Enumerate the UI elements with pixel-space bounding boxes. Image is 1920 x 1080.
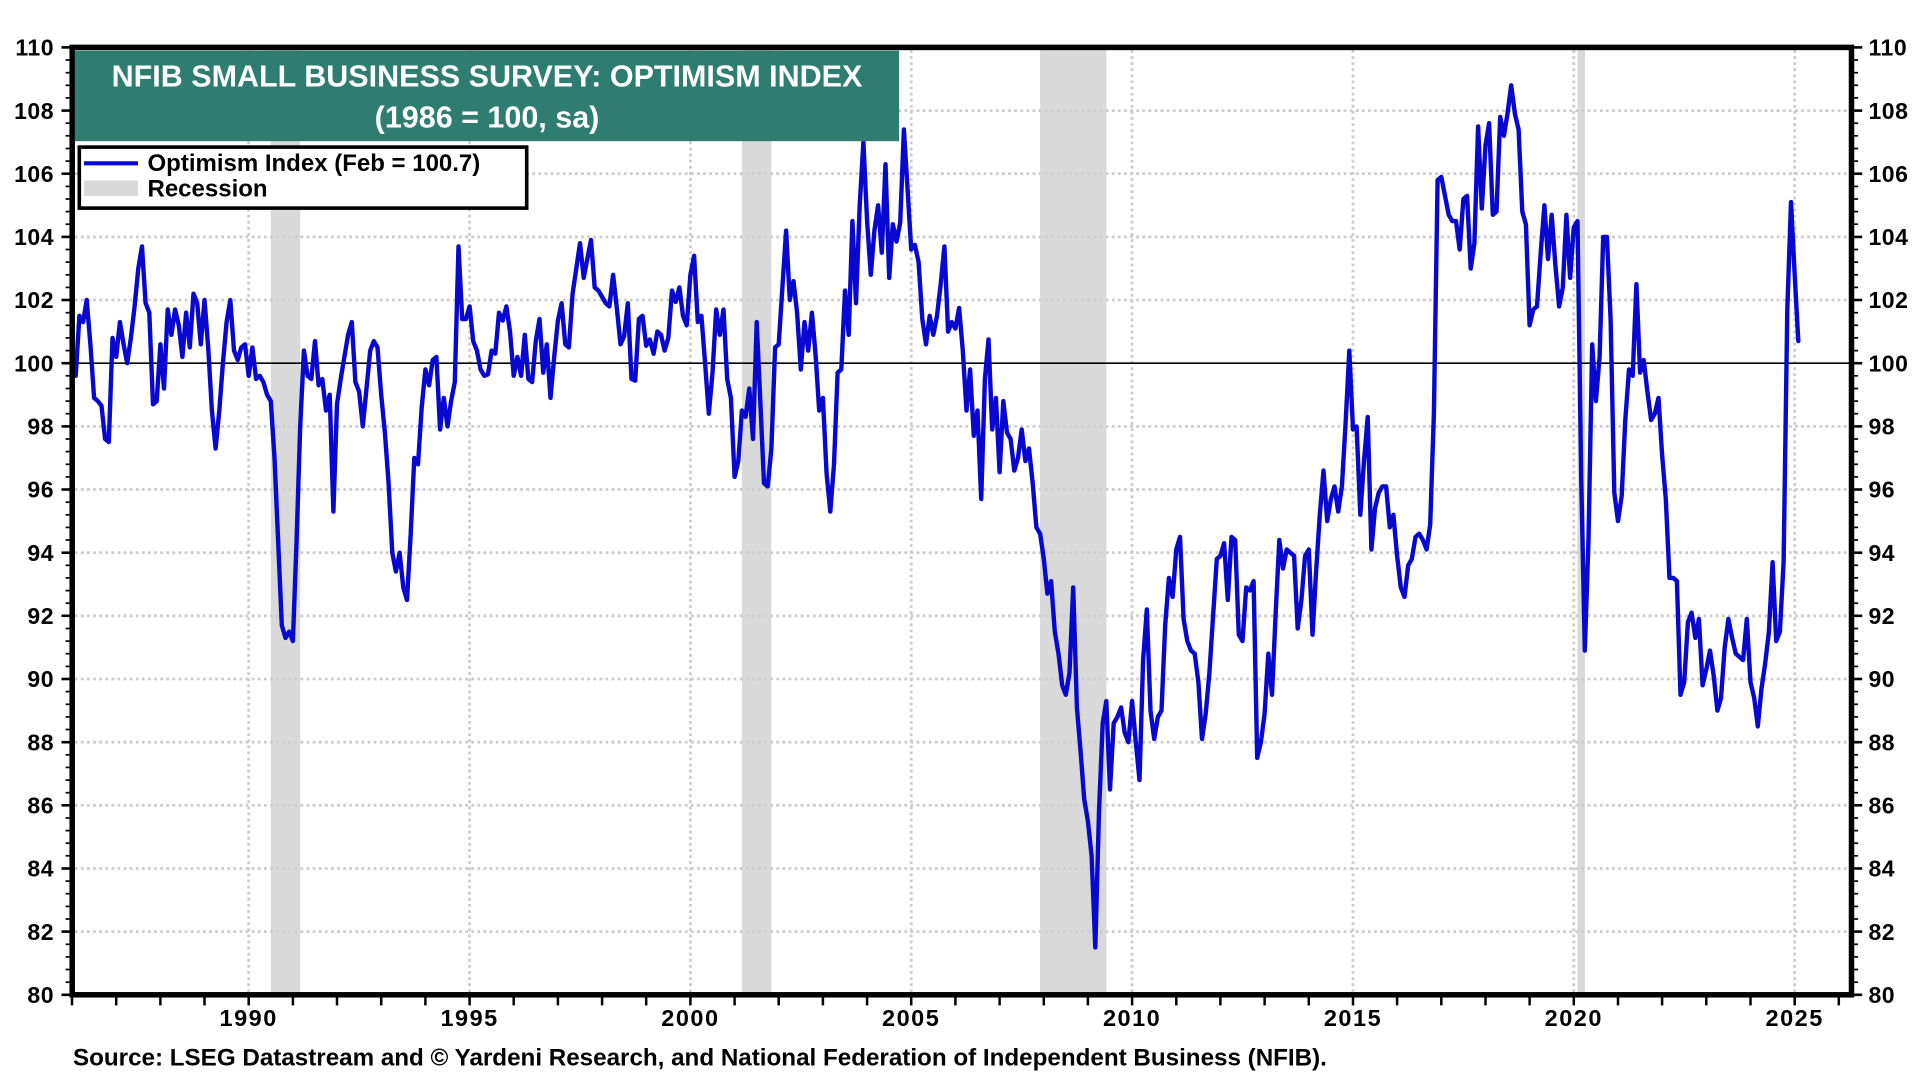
svg-text:2020: 2020	[1545, 1005, 1603, 1031]
svg-text:92: 92	[1869, 603, 1896, 629]
svg-text:106: 106	[14, 161, 54, 187]
svg-text:80: 80	[1869, 982, 1896, 1008]
svg-text:2005: 2005	[882, 1005, 940, 1031]
svg-text:Optimism Index (Feb = 100.7): Optimism Index (Feb = 100.7)	[148, 150, 481, 177]
svg-text:86: 86	[27, 793, 54, 819]
svg-text:2000: 2000	[661, 1005, 719, 1031]
svg-text:80: 80	[27, 982, 54, 1008]
svg-text:98: 98	[27, 414, 54, 440]
svg-text:84: 84	[1869, 856, 1896, 882]
svg-text:82: 82	[27, 919, 54, 945]
svg-text:94: 94	[1869, 540, 1896, 566]
svg-text:86: 86	[1869, 793, 1896, 819]
svg-text:1995: 1995	[440, 1005, 498, 1031]
svg-text:90: 90	[27, 666, 54, 692]
svg-text:96: 96	[1869, 477, 1896, 503]
svg-text:90: 90	[1869, 666, 1896, 692]
svg-text:88: 88	[27, 729, 54, 755]
svg-text:102: 102	[1869, 287, 1909, 313]
svg-text:92: 92	[27, 603, 54, 629]
svg-text:88: 88	[1869, 729, 1896, 755]
svg-text:1990: 1990	[220, 1005, 278, 1031]
svg-text:94: 94	[27, 540, 54, 566]
svg-text:102: 102	[14, 287, 54, 313]
svg-text:2010: 2010	[1103, 1005, 1161, 1031]
svg-text:104: 104	[1869, 224, 1909, 250]
svg-text:84: 84	[27, 856, 54, 882]
svg-text:100: 100	[1869, 350, 1909, 376]
svg-text:NFIB SMALL BUSINESS SURVEY: OP: NFIB SMALL BUSINESS SURVEY: OPTIMISM IND…	[112, 60, 863, 94]
svg-text:2025: 2025	[1766, 1005, 1824, 1031]
svg-text:Recession: Recession	[148, 175, 268, 202]
svg-text:106: 106	[1869, 161, 1909, 187]
svg-text:100: 100	[14, 350, 54, 376]
svg-text:82: 82	[1869, 919, 1896, 945]
svg-text:110: 110	[1869, 35, 1908, 61]
svg-text:110: 110	[15, 35, 54, 61]
svg-text:96: 96	[27, 477, 54, 503]
svg-text:Source: LSEG Datastream and ©: Source: LSEG Datastream and © Yardeni Re…	[73, 1045, 1327, 1072]
svg-text:(1986 = 100, sa): (1986 = 100, sa)	[375, 101, 600, 135]
svg-text:104: 104	[14, 224, 54, 250]
svg-text:108: 108	[14, 98, 54, 124]
svg-text:2015: 2015	[1324, 1005, 1382, 1031]
svg-text:98: 98	[1869, 414, 1896, 440]
svg-text:108: 108	[1869, 98, 1909, 124]
